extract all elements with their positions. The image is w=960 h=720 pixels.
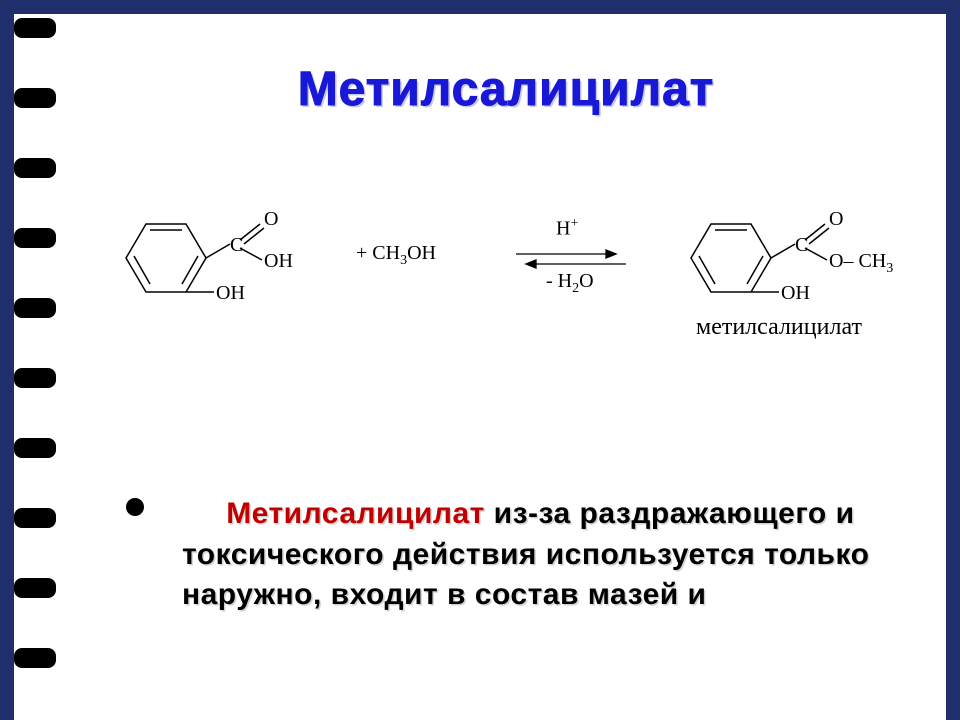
spiral-binding	[14, 14, 66, 720]
label-dblo-right: O	[829, 208, 843, 231]
binding-notch	[14, 648, 56, 668]
binding-notch	[14, 298, 56, 318]
label-och3-right: O– CH3	[829, 250, 893, 277]
product-name: метилсалицилат	[696, 314, 862, 341]
slide-outer: Метилсалицилат	[0, 0, 960, 720]
label-oh1-left: OH	[264, 250, 293, 273]
slide-inner: Метилсалицилат	[14, 14, 946, 720]
binding-notch	[14, 88, 56, 108]
label-dblo-left: O	[264, 208, 278, 231]
binding-notch	[14, 438, 56, 458]
binding-notch	[14, 508, 56, 528]
label-oh2-left: OH	[216, 282, 245, 305]
slide-title: Метилсалицилат	[66, 62, 946, 117]
body-paragraph: Метилсалицилат из-за раздражающего и ток…	[182, 494, 906, 616]
reagent-methanol: + CH3OH	[356, 242, 436, 269]
label-c-right: C	[795, 234, 808, 257]
reaction-scheme: C O OH OH + CH3OH H+	[106, 194, 906, 374]
arrow-top-label: H+	[556, 216, 578, 241]
bullet-icon	[126, 498, 144, 516]
binding-notch	[14, 578, 56, 598]
slide-content: Метилсалицилат	[66, 14, 946, 720]
body-highlight: Метилсалицилат	[226, 497, 485, 530]
body-text-block: Метилсалицилат из-за раздражающего и ток…	[126, 494, 906, 616]
binding-notch	[14, 18, 56, 38]
label-oh-right: OH	[781, 282, 810, 305]
binding-notch	[14, 368, 56, 388]
binding-notch	[14, 228, 56, 248]
arrow-bottom-label: - H2O	[546, 270, 594, 297]
binding-notch	[14, 158, 56, 178]
label-c-left: C	[230, 234, 243, 257]
